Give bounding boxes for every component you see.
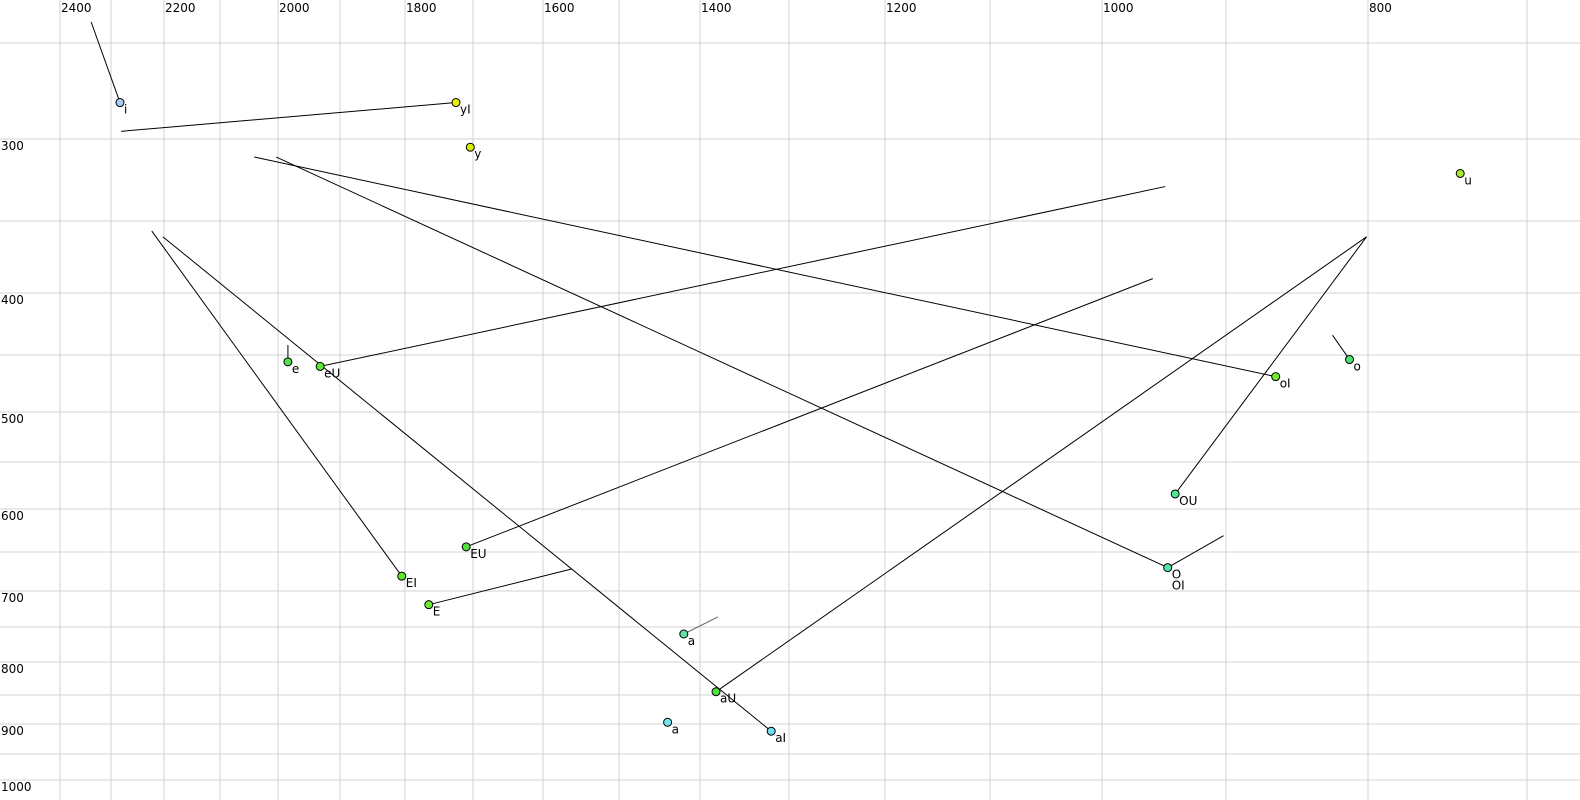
vowel-point-marker: [424, 600, 434, 610]
vowel-point-marker: [283, 357, 293, 367]
trajectory-line: [715, 236, 1367, 693]
trajectory-line: [90, 21, 121, 103]
y-tick-label: 800: [1, 662, 24, 676]
vowel-point-marker: [397, 571, 407, 581]
vowel-point-marker: [663, 717, 673, 727]
trajectory-line: [162, 236, 772, 732]
vowel-label: aI: [775, 731, 786, 745]
vowel-point-marker: [1455, 168, 1465, 178]
axis-ticks: 2400 2200 2000 1800 1600 1400 1200 1000 800 300 40…: [1, 1, 1392, 794]
y-tick-label: 400: [1, 293, 24, 307]
x-tick-label: 800: [1369, 1, 1392, 15]
vowel-label: EI: [406, 576, 417, 590]
vowel-point-marker: [461, 542, 471, 552]
x-tick-label: 2200: [165, 1, 196, 15]
vowel-label: u: [1464, 173, 1472, 187]
vowel-point-marker: [1271, 372, 1281, 382]
y-tick-label: 600: [1, 509, 24, 523]
trajectory-line: [254, 156, 1276, 378]
y-tick-label: 300: [1, 139, 24, 153]
vowel-label: e: [292, 362, 299, 376]
y-tick-label: 1000: [1, 780, 32, 794]
vowel-point-marker: [679, 629, 689, 639]
trajectory-line: [466, 278, 1154, 548]
vowel-point-marker: [1345, 355, 1355, 365]
vowel-label: O: [1172, 568, 1181, 582]
vowel-points: i yI y u e eU oI o OU OOI EU EI Ea aU a aI: [115, 98, 1472, 745]
x-tick-label: 2400: [61, 1, 92, 15]
vowel-label: y: [474, 147, 481, 161]
vowel-point-marker: [451, 98, 461, 108]
trajectory-line: [276, 156, 1168, 569]
trajectory-line: [683, 616, 719, 635]
vowel-label: eU: [324, 366, 340, 380]
x-tick-label: 1600: [544, 1, 575, 15]
trajectory-line: [121, 102, 457, 132]
trajectory-line: [1167, 535, 1224, 569]
trajectories: [90, 21, 1367, 732]
vowel-label: a: [688, 634, 695, 648]
x-tick-label: 1800: [406, 1, 437, 15]
trajectory-line: [151, 230, 403, 577]
vowel-label: i: [124, 103, 127, 117]
vowel-label: aU: [720, 692, 736, 706]
vowel-label: OI: [1172, 579, 1185, 593]
y-tick-label: 700: [1, 591, 24, 605]
trajectory-line: [428, 568, 572, 606]
vowel-point-marker: [465, 142, 475, 152]
vowel-point-marker: [1163, 563, 1173, 573]
vowel-point-marker: [315, 361, 325, 371]
x-tick-label: 2000: [279, 1, 310, 15]
vowel-label: OU: [1179, 494, 1197, 508]
trajectory-line: [1332, 334, 1350, 360]
y-tick-label: 900: [1, 724, 24, 738]
vowel-label: oI: [1280, 377, 1291, 391]
vowel-point-marker: [1170, 489, 1180, 499]
vowel-point-marker: [115, 98, 125, 108]
x-tick-label: 1000: [1103, 1, 1134, 15]
trajectory-line: [320, 186, 1166, 367]
vowel-point-marker: [711, 687, 721, 697]
vowel-point-marker: [766, 726, 776, 736]
vowel-label: o: [1354, 360, 1361, 374]
y-tick-label: 500: [1, 412, 24, 426]
vowel-label: E: [433, 605, 441, 619]
trajectory-line: [1174, 236, 1367, 495]
x-tick-label: 1400: [701, 1, 732, 15]
vowel-label: EU: [470, 547, 486, 561]
x-tick-label: 1200: [886, 1, 917, 15]
vowel-label: yI: [460, 103, 471, 117]
vowel-label: a: [672, 722, 679, 736]
